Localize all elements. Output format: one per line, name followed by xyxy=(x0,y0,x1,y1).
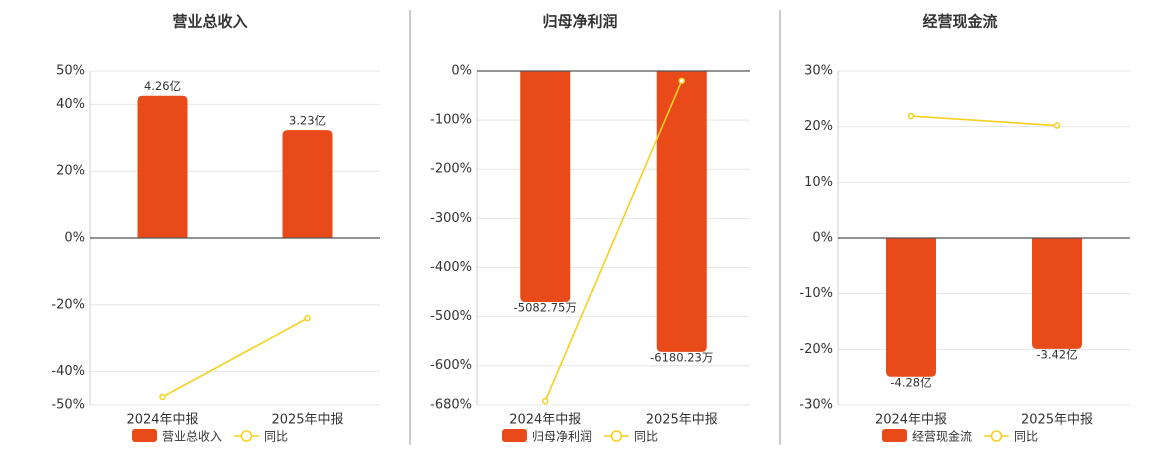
y-tick-label: -300% xyxy=(430,211,472,226)
y-tick-label: -30% xyxy=(799,398,833,413)
legend-label: 营业总收入 xyxy=(162,430,222,444)
line-point xyxy=(1053,122,1061,129)
legend-swatch xyxy=(240,430,253,442)
y-tick-label: -40% xyxy=(51,364,85,379)
legend-swatch xyxy=(882,429,907,442)
chart-title: 经营现金流 xyxy=(922,13,997,31)
line xyxy=(910,115,1058,127)
y-tick-label: -600% xyxy=(430,358,472,373)
value-label: -5082.75万 xyxy=(514,300,577,314)
y-tick-label: 50% xyxy=(56,64,85,79)
y-tick-label: 0% xyxy=(64,231,85,246)
y-tick-label: -20% xyxy=(799,342,833,357)
x-tick-label: 2025年中报 xyxy=(1021,413,1093,428)
x-tick-label: 2025年中报 xyxy=(646,413,718,428)
legend-swatch xyxy=(610,430,623,442)
y-tick-label: -50% xyxy=(51,398,85,413)
line-point xyxy=(159,393,166,401)
value-label: -4.28亿 xyxy=(890,375,931,389)
legend-label: 经营现金流 xyxy=(912,429,972,444)
y-tick-label: -680% xyxy=(430,398,472,413)
y-tick-label: -500% xyxy=(430,309,472,324)
value-label: -6180.23万 xyxy=(650,350,713,364)
x-tick-label: 2024年中报 xyxy=(126,413,198,428)
y-tick-label: -400% xyxy=(430,260,472,275)
value-label: 4.26亿 xyxy=(144,79,181,93)
legend-swatch xyxy=(502,429,527,442)
legend-label: 同比 xyxy=(1014,430,1038,444)
bar xyxy=(520,71,571,302)
y-tick-label: -100% xyxy=(430,113,472,128)
y-tick-label: -200% xyxy=(430,162,472,177)
chart-title: 营业总收入 xyxy=(172,13,247,31)
bar xyxy=(137,95,188,238)
y-tick-label: -10% xyxy=(799,286,833,301)
legend-swatch xyxy=(990,430,1003,442)
y-tick-label: 10% xyxy=(804,175,833,190)
value-label: -3.42亿 xyxy=(1036,347,1077,361)
bar xyxy=(886,238,936,377)
line-point xyxy=(907,112,915,120)
value-label: 3.23亿 xyxy=(289,114,326,128)
y-tick-label: 30% xyxy=(804,64,833,79)
y-tick-label: -20% xyxy=(51,297,85,312)
line-point xyxy=(678,77,685,85)
x-tick-label: 2024年中报 xyxy=(509,413,581,428)
x-tick-label: 2024年中报 xyxy=(875,413,947,428)
y-tick-label: 0% xyxy=(812,231,833,246)
x-tick-label: 2025年中报 xyxy=(271,413,343,428)
line-point xyxy=(304,314,311,322)
bar xyxy=(1032,238,1082,349)
legend-label: 同比 xyxy=(634,430,658,444)
bar xyxy=(282,130,333,238)
line xyxy=(544,80,683,402)
y-tick-label: 20% xyxy=(804,119,833,134)
legend-label: 归母净利润 xyxy=(532,430,592,444)
bar xyxy=(656,71,707,352)
line xyxy=(162,317,308,398)
legend-label: 同比 xyxy=(264,430,288,444)
y-tick-label: 40% xyxy=(56,97,85,112)
chart-title: 归母净利润 xyxy=(542,13,617,31)
legend-swatch xyxy=(132,429,157,442)
line-point xyxy=(542,397,549,405)
y-tick-label: 0% xyxy=(451,64,472,79)
y-tick-label: 20% xyxy=(56,164,85,179)
